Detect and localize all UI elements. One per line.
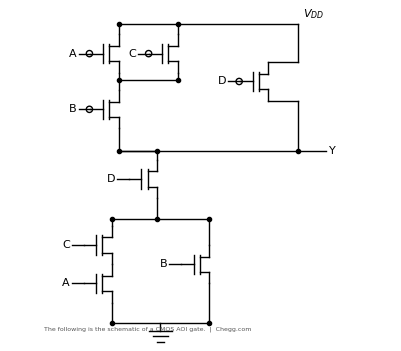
Text: B: B (160, 259, 168, 269)
Text: C: C (62, 240, 70, 250)
Text: Y: Y (329, 146, 336, 156)
Text: The following is the schematic of a CMOS AOI gate.  |  Chegg.com: The following is the schematic of a CMOS… (44, 327, 251, 332)
Text: D: D (218, 77, 227, 86)
Text: A: A (62, 278, 70, 289)
Text: C: C (128, 49, 136, 59)
Text: $V_{DD}$: $V_{DD}$ (303, 7, 324, 21)
Text: B: B (69, 104, 77, 114)
Text: A: A (69, 49, 77, 59)
Text: D: D (107, 174, 115, 184)
